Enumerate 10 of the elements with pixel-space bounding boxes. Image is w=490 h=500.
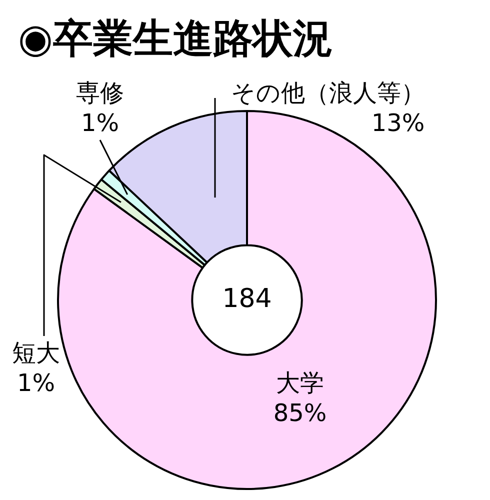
slice-label: 専修 — [76, 79, 124, 108]
data-label: 1% — [16, 369, 56, 398]
data-label: 1% — [80, 109, 120, 138]
chart-title: ◉卒業生進路状況 — [17, 15, 334, 64]
slice-label: 大学 — [276, 369, 324, 398]
data-label: 13% — [371, 109, 425, 138]
text: 184 — [222, 284, 272, 314]
data-label: 85% — [273, 399, 327, 428]
slice-label: 短大 — [12, 339, 60, 368]
slice-label: その他（浪人等） — [231, 79, 425, 108]
